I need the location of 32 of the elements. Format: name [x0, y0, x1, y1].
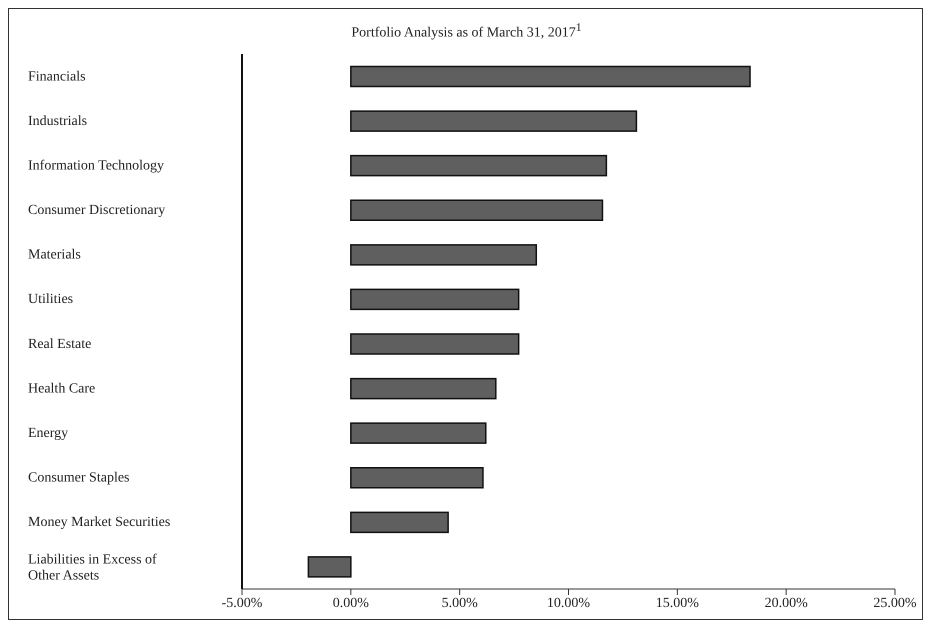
- x-tick-label: 10.00%: [546, 596, 590, 611]
- x-tick-label: -5.00%: [222, 596, 263, 611]
- y-tick-label: Real Estate: [28, 336, 92, 352]
- y-tick-label: Health Care: [28, 381, 96, 396]
- y-tick-label: Consumer Discretionary: [28, 203, 166, 218]
- bar: [350, 110, 638, 132]
- bar: [350, 512, 449, 534]
- bar: [308, 556, 352, 578]
- x-tick-label: 25.00%: [873, 596, 917, 611]
- bar: [350, 378, 497, 400]
- bar: [350, 288, 520, 310]
- y-tick-label: Consumer Staples: [28, 470, 130, 486]
- y-tick-label: Money Market Securities: [28, 515, 170, 530]
- x-tick-label: 5.00%: [442, 596, 478, 611]
- y-tick-label: Utilities: [28, 292, 74, 308]
- bar: [350, 244, 538, 266]
- chart-title: Portfolio Analysis as of March 31, 2017$^{1}$: [350, 21, 583, 42]
- bar: [350, 333, 520, 355]
- y-tick-label: Energy: [28, 426, 68, 441]
- bar: [350, 154, 608, 176]
- y-tick-label: Industrials: [28, 114, 88, 129]
- y-tick-label: Financials: [28, 69, 86, 84]
- x-tick-label: 20.00%: [764, 596, 808, 611]
- y-tick-label: Materials: [28, 248, 81, 263]
- bar: [350, 466, 484, 488]
- x-tick-label: 0.00%: [332, 596, 370, 611]
- y-tick-label: Liabilities in Excess of Other Assets: [28, 552, 158, 584]
- bar: [350, 199, 604, 221]
- bar: [350, 422, 487, 444]
- bar: [350, 66, 751, 88]
- y-tick-label: Information Technology: [28, 158, 164, 174]
- x-tick-label: 15.00%: [656, 596, 700, 611]
